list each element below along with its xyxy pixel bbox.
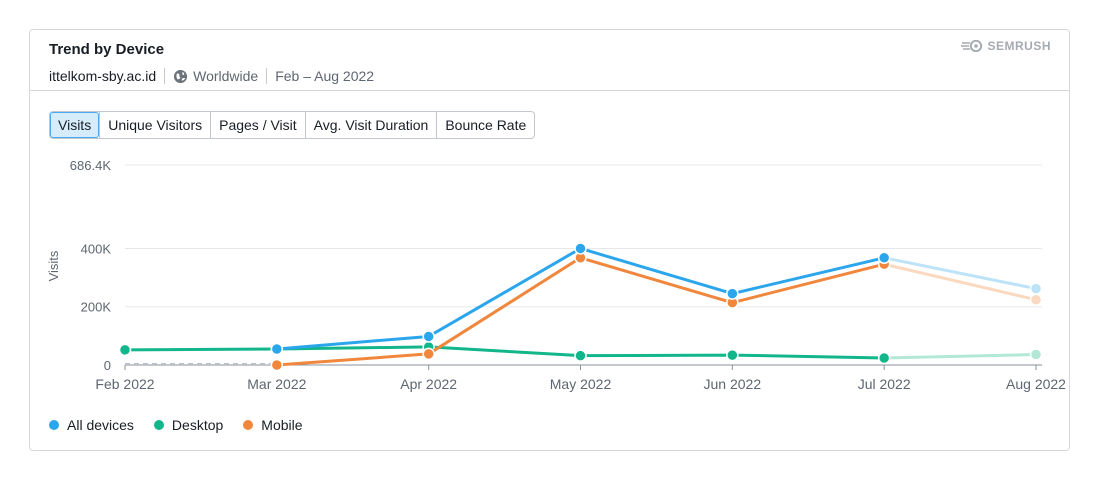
x-tick-label: Jun 2022 (704, 376, 762, 392)
card-header: Trend by Device ittelkom-sby.ac.id World… (30, 30, 1069, 91)
data-point-desktop (1029, 348, 1043, 361)
data-point-all-devices (270, 342, 284, 356)
domain-label: ittelkom-sby.ac.id (49, 68, 157, 84)
x-tick-label: May 2022 (550, 376, 612, 392)
tab-unique-visitors[interactable]: Unique Visitors (99, 112, 210, 138)
legend-item-mobile[interactable]: Mobile (243, 417, 303, 433)
series-partial-line (882, 262, 1038, 302)
legend-label: Desktop (171, 417, 224, 433)
metric-tabs: Visits Unique Visitors Pages / Visit Avg… (49, 111, 536, 139)
card-meta: ittelkom-sby.ac.id Worldwide Feb – Aug 2… (49, 68, 374, 84)
tab-bounce-rate[interactable]: Bounce Rate (436, 112, 534, 138)
data-point-desktop (877, 351, 891, 365)
legend-dot-desktop (153, 420, 164, 430)
data-point-desktop (118, 343, 132, 357)
legend-item-all-devices[interactable]: All devices (49, 417, 134, 433)
data-point-mobile (1029, 293, 1043, 306)
region-label: Worldwide (193, 68, 259, 84)
x-tick-label: Mar 2022 (247, 376, 306, 392)
visits-line-chart: 0 200K 400K 686.4K Visits Feb 2022 Mar 2022 Apr… (46, 158, 1066, 392)
series-partial-line (882, 256, 1038, 291)
x-tick-label: Aug 2022 (1006, 376, 1066, 392)
series-partial-line (882, 353, 1038, 360)
semrush-fireball-icon (961, 40, 983, 52)
tab-avg-visit-duration[interactable]: Avg. Visit Duration (304, 112, 437, 138)
chart-legend: All devices Desktop Mobile (49, 417, 303, 433)
x-tick-label: Feb 2022 (95, 376, 154, 392)
data-point-all-devices (1029, 282, 1043, 295)
data-point-all-devices (574, 242, 587, 255)
date-range-label: Feb – Aug 2022 (275, 68, 375, 84)
legend-item-desktop[interactable]: Desktop (153, 417, 224, 433)
meta-divider (164, 68, 166, 84)
x-tick-label: Apr 2022 (400, 376, 457, 392)
legend-label: All devices (67, 417, 134, 433)
globe-icon (174, 69, 188, 83)
y-axis-label: Visits (46, 250, 61, 281)
semrush-logo: SEMRUSH (961, 39, 1051, 53)
y-tick-label: 0 (104, 358, 111, 373)
meta-divider (266, 68, 268, 84)
card-title: Trend by Device (49, 41, 165, 58)
tab-pages-per-visit[interactable]: Pages / Visit (210, 112, 305, 138)
y-tick-label: 686.4K (70, 158, 112, 173)
data-point-all-devices (877, 251, 891, 265)
data-point-all-devices (422, 330, 435, 343)
data-point-mobile (270, 358, 284, 372)
legend-label: Mobile (261, 417, 303, 433)
legend-dot-mobile (243, 420, 254, 430)
data-point-mobile (422, 347, 435, 361)
trend-by-device-card: Trend by Device ittelkom-sby.ac.id World… (29, 29, 1070, 451)
y-tick-label: 400K (81, 241, 112, 256)
brand-name: SEMRUSH (987, 39, 1051, 53)
y-tick-label: 200K (81, 300, 112, 315)
tab-visits[interactable]: Visits (50, 112, 100, 138)
series-line-desktop (124, 345, 885, 360)
data-point-desktop (726, 348, 739, 362)
data-point-desktop (574, 349, 587, 362)
data-point-all-devices (726, 287, 739, 300)
legend-dot-all-devices (49, 420, 59, 430)
x-tick-label: Jul 2022 (858, 376, 911, 392)
